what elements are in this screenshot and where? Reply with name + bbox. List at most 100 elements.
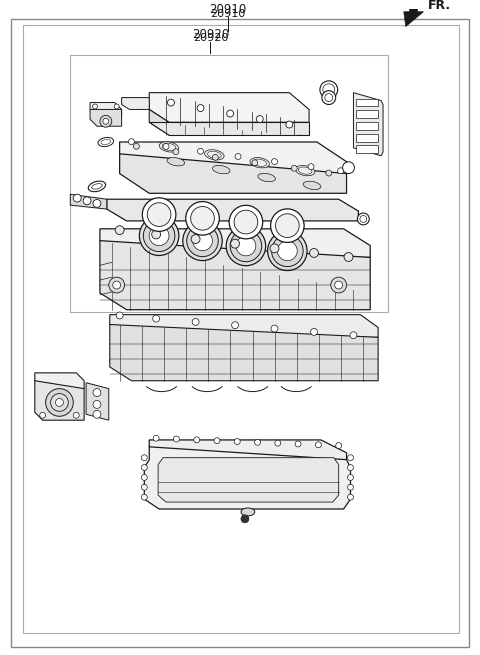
Circle shape: [116, 312, 123, 319]
Circle shape: [276, 214, 299, 238]
Circle shape: [214, 438, 220, 443]
Circle shape: [241, 515, 249, 523]
Circle shape: [271, 325, 278, 332]
Polygon shape: [120, 154, 347, 193]
Polygon shape: [149, 122, 309, 135]
Polygon shape: [70, 195, 107, 209]
Ellipse shape: [159, 141, 179, 152]
Circle shape: [350, 332, 357, 339]
Text: 20910: 20910: [210, 3, 247, 16]
Circle shape: [173, 436, 180, 442]
Polygon shape: [120, 142, 347, 174]
Circle shape: [100, 115, 112, 127]
Circle shape: [141, 455, 147, 460]
Circle shape: [234, 439, 240, 445]
Circle shape: [50, 394, 68, 411]
Circle shape: [236, 236, 256, 256]
Circle shape: [187, 225, 218, 257]
Circle shape: [139, 216, 179, 255]
Circle shape: [93, 400, 101, 408]
Circle shape: [286, 121, 293, 128]
Polygon shape: [100, 240, 370, 310]
Circle shape: [191, 234, 200, 244]
Circle shape: [141, 484, 147, 490]
Polygon shape: [90, 109, 121, 126]
Ellipse shape: [258, 174, 276, 181]
Circle shape: [173, 149, 179, 155]
Bar: [357, 111, 378, 119]
Polygon shape: [107, 199, 359, 221]
Polygon shape: [121, 98, 149, 109]
Circle shape: [73, 412, 79, 419]
Ellipse shape: [241, 508, 255, 516]
Polygon shape: [100, 229, 370, 257]
Circle shape: [73, 194, 81, 202]
Circle shape: [348, 455, 353, 460]
Circle shape: [311, 328, 317, 335]
Circle shape: [149, 226, 169, 246]
Circle shape: [270, 244, 279, 253]
Circle shape: [295, 441, 301, 447]
Circle shape: [192, 318, 199, 326]
Text: FR.: FR.: [428, 0, 451, 12]
Polygon shape: [149, 109, 169, 135]
Circle shape: [234, 210, 258, 234]
Circle shape: [291, 165, 297, 171]
Polygon shape: [144, 447, 350, 509]
Bar: [357, 122, 378, 130]
Circle shape: [272, 235, 303, 267]
Circle shape: [114, 104, 119, 109]
Circle shape: [93, 410, 101, 419]
Circle shape: [348, 464, 353, 470]
Bar: [357, 145, 378, 153]
Circle shape: [109, 277, 125, 293]
Circle shape: [277, 241, 297, 261]
Circle shape: [325, 94, 333, 102]
Text: 20910: 20910: [211, 9, 246, 19]
Circle shape: [254, 440, 261, 445]
Ellipse shape: [213, 166, 230, 174]
Circle shape: [183, 221, 222, 261]
Circle shape: [93, 104, 97, 109]
Circle shape: [308, 164, 314, 170]
Circle shape: [103, 119, 109, 124]
Circle shape: [192, 231, 212, 251]
Circle shape: [83, 197, 91, 205]
Bar: [357, 99, 378, 107]
Bar: [70, 55, 388, 312]
Circle shape: [226, 226, 265, 266]
Circle shape: [168, 99, 174, 106]
Polygon shape: [110, 314, 378, 337]
Ellipse shape: [162, 143, 176, 151]
Circle shape: [315, 442, 321, 448]
Circle shape: [147, 203, 171, 227]
Ellipse shape: [92, 183, 102, 189]
Ellipse shape: [88, 181, 106, 192]
Bar: [357, 134, 378, 142]
Polygon shape: [404, 4, 423, 27]
Circle shape: [331, 277, 347, 293]
Circle shape: [337, 168, 344, 174]
Circle shape: [272, 159, 277, 164]
Polygon shape: [158, 458, 339, 502]
Circle shape: [322, 90, 336, 105]
Circle shape: [46, 388, 73, 417]
Circle shape: [133, 143, 139, 149]
Ellipse shape: [207, 151, 221, 159]
Polygon shape: [35, 381, 84, 421]
Circle shape: [230, 230, 262, 262]
Circle shape: [336, 443, 342, 449]
Circle shape: [191, 206, 215, 230]
Polygon shape: [90, 103, 121, 117]
Circle shape: [93, 200, 101, 208]
Circle shape: [256, 115, 263, 122]
Ellipse shape: [101, 140, 111, 145]
Polygon shape: [110, 324, 378, 381]
Circle shape: [320, 81, 337, 99]
Circle shape: [229, 205, 263, 239]
Circle shape: [230, 239, 240, 248]
Circle shape: [271, 209, 304, 242]
Circle shape: [275, 440, 281, 446]
Circle shape: [326, 170, 332, 176]
Polygon shape: [86, 383, 109, 421]
